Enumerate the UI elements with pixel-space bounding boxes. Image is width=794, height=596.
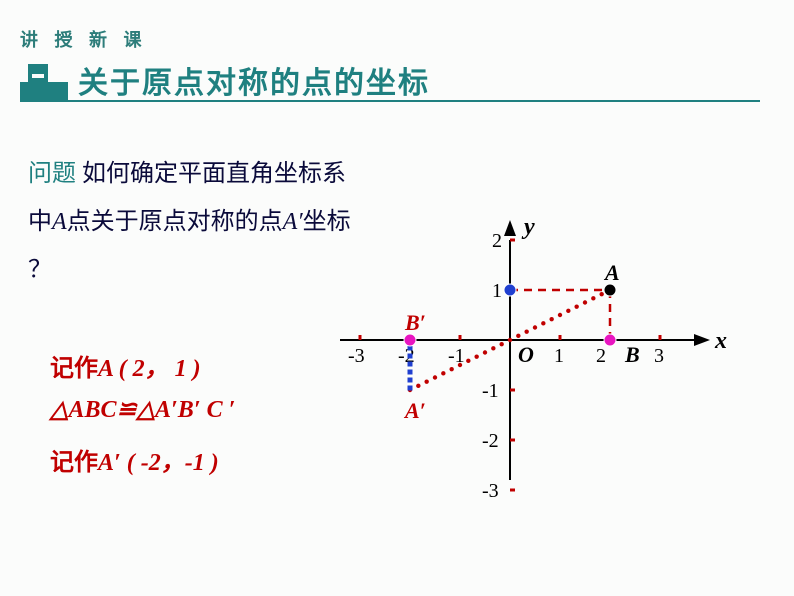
eq3-a: 记作: [50, 450, 98, 476]
svg-text:O: O: [518, 342, 534, 367]
svg-text:-1: -1: [448, 345, 465, 367]
svg-text:-1: -1: [482, 380, 499, 402]
eq1-b: A ( 2， 1 ): [98, 356, 201, 382]
question-label: 问题: [28, 161, 76, 187]
svg-text:A′: A′: [403, 398, 426, 423]
q3: ？: [28, 257, 52, 283]
q1a: 如何确定平面直角坐标系: [82, 161, 346, 187]
equation-Aprime: 记作A′ ( -2，-1 ): [50, 442, 219, 477]
section-icon: [20, 64, 68, 102]
question-text: 问题 如何确定平面直角坐标系 中A点关于原点对称的点A′坐标 ？: [28, 150, 368, 294]
eq3-b: A′ ( -2，-1 ): [98, 450, 219, 476]
svg-text:B′: B′: [404, 310, 426, 335]
svg-text:1: 1: [554, 345, 564, 367]
svg-text:2: 2: [596, 345, 606, 367]
svg-text:x: x: [714, 328, 727, 354]
equation-A: 记作A ( 2， 1 ): [50, 348, 201, 383]
q2a: 中: [28, 209, 52, 235]
svg-text:1: 1: [492, 280, 502, 302]
q2d: A′: [283, 209, 303, 235]
section-title-row: 关于原点对称的点的坐标: [20, 58, 430, 102]
svg-text:3: 3: [654, 345, 664, 367]
eq1-a: 记作: [50, 356, 98, 382]
svg-text:2: 2: [492, 230, 502, 252]
equation-congruent: △ABC≌△A′B′ C ′: [50, 395, 235, 424]
svg-text:A: A: [603, 260, 620, 285]
header-tag: 讲 授 新 课: [20, 26, 148, 52]
svg-text:-2: -2: [482, 430, 499, 452]
coordinate-chart: xyO-3-2-1132-3-2-112ABB′A′: [340, 140, 760, 520]
title-underline: [20, 100, 760, 102]
q2c: 点关于原点对称的点: [67, 209, 283, 235]
svg-text:-3: -3: [482, 480, 499, 502]
q2b: A: [52, 209, 67, 235]
section-title: 关于原点对称的点的坐标: [78, 58, 430, 102]
svg-text:-3: -3: [348, 345, 365, 367]
svg-text:y: y: [521, 214, 535, 240]
svg-text:B: B: [624, 342, 640, 367]
